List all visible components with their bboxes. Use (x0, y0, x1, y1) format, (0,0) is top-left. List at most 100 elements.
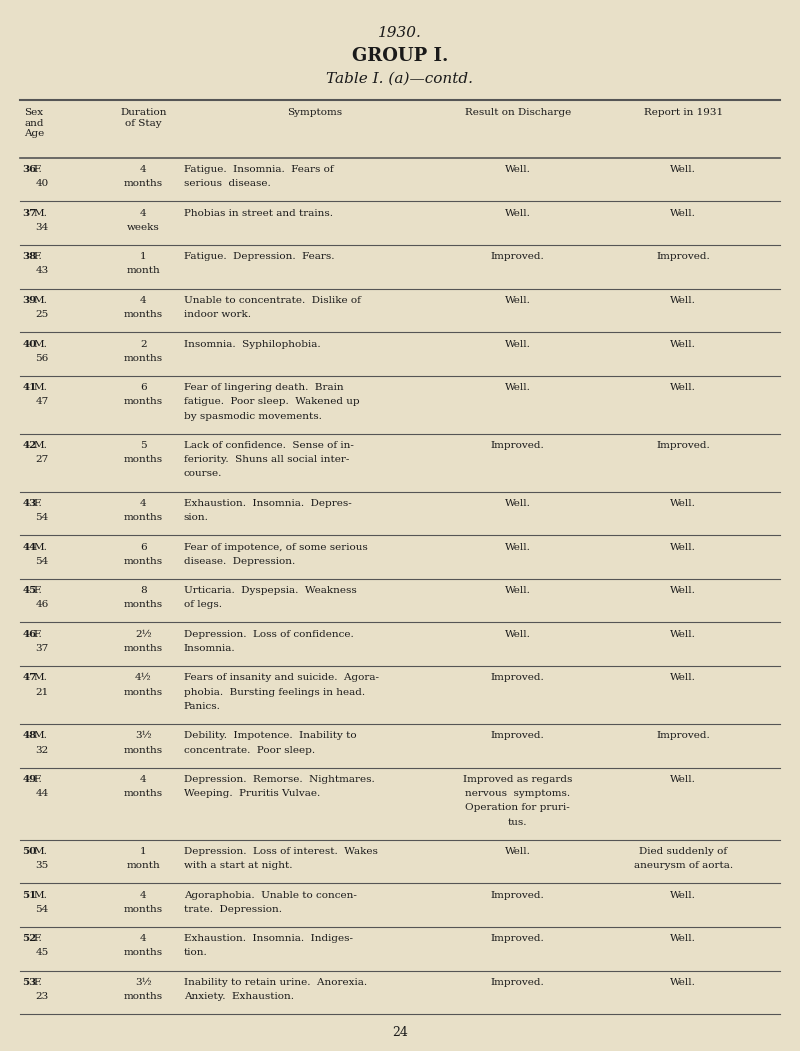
Text: 27: 27 (35, 455, 49, 465)
Text: M.: M. (34, 296, 47, 305)
Text: F.: F. (34, 252, 42, 262)
Text: 24: 24 (392, 1026, 408, 1038)
Text: M.: M. (34, 674, 47, 682)
Text: 4: 4 (140, 499, 147, 508)
Text: 37: 37 (35, 644, 49, 653)
Text: by spasmodic movements.: by spasmodic movements. (184, 412, 322, 420)
Text: month: month (126, 861, 160, 870)
Text: Improved.: Improved. (491, 674, 545, 682)
Text: Well.: Well. (505, 542, 530, 552)
Text: months: months (124, 905, 163, 913)
Text: 3½: 3½ (135, 731, 152, 740)
Text: Insomnia.: Insomnia. (184, 644, 235, 653)
Text: Well.: Well. (670, 890, 696, 900)
Text: disease.  Depression.: disease. Depression. (184, 557, 295, 565)
Text: Exhaustion.  Insomnia.  Depres-: Exhaustion. Insomnia. Depres- (184, 499, 351, 508)
Text: 23: 23 (35, 992, 49, 1002)
Text: months: months (124, 557, 163, 565)
Text: 38: 38 (22, 252, 37, 262)
Text: 49: 49 (22, 775, 37, 784)
Text: months: months (124, 179, 163, 188)
Text: 1: 1 (140, 252, 147, 262)
Text: 4: 4 (140, 165, 147, 174)
Text: 4½: 4½ (135, 674, 152, 682)
Text: Improved.: Improved. (491, 934, 545, 944)
Text: 40: 40 (35, 179, 49, 188)
Text: 51: 51 (22, 890, 37, 900)
Text: 54: 54 (35, 557, 49, 565)
Text: months: months (124, 397, 163, 407)
Text: Weeping.  Pruritis Vulvae.: Weeping. Pruritis Vulvae. (184, 789, 320, 798)
Text: months: months (124, 948, 163, 957)
Text: 52: 52 (22, 934, 37, 944)
Text: Fear of lingering death.  Brain: Fear of lingering death. Brain (184, 384, 343, 392)
Text: 2: 2 (140, 339, 147, 349)
Text: Well.: Well. (670, 542, 696, 552)
Text: 4: 4 (140, 775, 147, 784)
Text: Unable to concentrate.  Dislike of: Unable to concentrate. Dislike of (184, 296, 361, 305)
Text: 6: 6 (140, 384, 147, 392)
Text: Urticaria.  Dyspepsia.  Weakness: Urticaria. Dyspepsia. Weakness (184, 586, 356, 595)
Text: 21: 21 (35, 687, 49, 697)
Text: 37: 37 (22, 209, 37, 218)
Text: 5: 5 (140, 441, 147, 450)
Text: F.: F. (34, 499, 42, 508)
Text: 47: 47 (22, 674, 37, 682)
Text: M.: M. (34, 542, 47, 552)
Text: 54: 54 (35, 905, 49, 913)
Text: Well.: Well. (505, 499, 530, 508)
Text: F.: F. (34, 775, 42, 784)
Text: months: months (124, 745, 163, 755)
Text: 6: 6 (140, 542, 147, 552)
Text: Well.: Well. (505, 339, 530, 349)
Text: Fatigue.  Insomnia.  Fears of: Fatigue. Insomnia. Fears of (184, 165, 334, 174)
Text: M.: M. (34, 339, 47, 349)
Text: 8: 8 (140, 586, 147, 595)
Text: 48: 48 (22, 731, 37, 740)
Text: Sex
and
Age: Sex and Age (24, 108, 44, 138)
Text: 4: 4 (140, 209, 147, 218)
Text: 54: 54 (35, 513, 49, 522)
Text: 40: 40 (22, 339, 37, 349)
Text: M.: M. (34, 731, 47, 740)
Text: Duration
of Stay: Duration of Stay (120, 108, 166, 127)
Text: Well.: Well. (670, 934, 696, 944)
Text: phobia.  Bursting feelings in head.: phobia. Bursting feelings in head. (184, 687, 365, 697)
Text: Fear of impotence, of some serious: Fear of impotence, of some serious (184, 542, 367, 552)
Text: months: months (124, 600, 163, 610)
Text: Well.: Well. (670, 296, 696, 305)
Text: Well.: Well. (670, 674, 696, 682)
Text: 53: 53 (22, 977, 37, 987)
Text: Lack of confidence.  Sense of in-: Lack of confidence. Sense of in- (184, 441, 354, 450)
Text: Improved.: Improved. (491, 441, 545, 450)
Text: 43: 43 (22, 499, 37, 508)
Text: Well.: Well. (505, 384, 530, 392)
Text: Well.: Well. (670, 977, 696, 987)
Text: nervous  symptoms.: nervous symptoms. (466, 789, 570, 798)
Text: months: months (124, 644, 163, 653)
Text: Fears of insanity and suicide.  Agora-: Fears of insanity and suicide. Agora- (184, 674, 378, 682)
Text: 32: 32 (35, 745, 49, 755)
Text: Panics.: Panics. (184, 702, 221, 710)
Text: 47: 47 (35, 397, 49, 407)
Text: months: months (124, 310, 163, 320)
Text: M.: M. (34, 384, 47, 392)
Text: 35: 35 (35, 861, 49, 870)
Text: 39: 39 (22, 296, 37, 305)
Text: 56: 56 (35, 354, 49, 363)
Text: 1930.: 1930. (378, 26, 422, 40)
Text: Fatigue.  Depression.  Fears.: Fatigue. Depression. Fears. (184, 252, 334, 262)
Text: months: months (124, 354, 163, 363)
Text: 44: 44 (22, 542, 37, 552)
Text: Well.: Well. (670, 586, 696, 595)
Text: Improved.: Improved. (491, 731, 545, 740)
Text: GROUP I.: GROUP I. (352, 47, 448, 65)
Text: trate.  Depression.: trate. Depression. (184, 905, 282, 913)
Text: 45: 45 (22, 586, 37, 595)
Text: F.: F. (34, 977, 42, 987)
Text: with a start at night.: with a start at night. (184, 861, 292, 870)
Text: sion.: sion. (184, 513, 209, 522)
Text: Improved.: Improved. (491, 977, 545, 987)
Text: F.: F. (34, 165, 42, 174)
Text: 46: 46 (22, 630, 37, 639)
